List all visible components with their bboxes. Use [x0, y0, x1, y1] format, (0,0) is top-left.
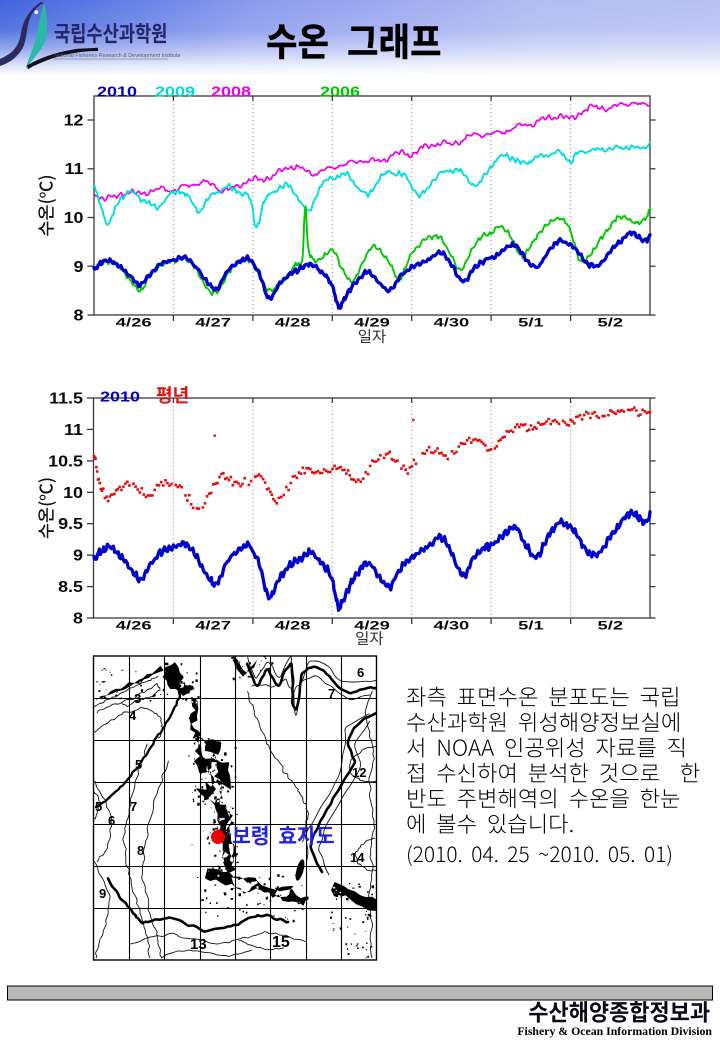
svg-text:4/30: 4/30 — [434, 317, 470, 330]
svg-text:5/1: 5/1 — [518, 317, 544, 330]
svg-text:9: 9 — [73, 546, 83, 564]
svg-text:14: 14 — [350, 850, 365, 865]
svg-text:National Fisheries Research &: National Fisheries Research & Developmen… — [54, 53, 180, 59]
svg-text:Fishery & Ocean Information Di: Fishery & Ocean Information Division — [517, 1024, 712, 1038]
svg-text:5/2: 5/2 — [598, 620, 624, 633]
svg-text:2009: 2009 — [155, 83, 195, 100]
svg-text:4/27: 4/27 — [195, 620, 231, 633]
svg-text:5: 5 — [95, 799, 102, 814]
svg-text:5/2: 5/2 — [598, 317, 624, 330]
svg-text:6: 6 — [357, 665, 364, 680]
svg-text:12: 12 — [352, 765, 366, 780]
svg-text:10: 10 — [63, 484, 83, 502]
svg-text:2010: 2010 — [100, 388, 140, 405]
svg-text:5: 5 — [135, 757, 142, 772]
svg-text:2010: 2010 — [97, 83, 137, 100]
svg-text:8: 8 — [73, 609, 83, 627]
svg-text:8: 8 — [74, 306, 84, 324]
svg-text:2008: 2008 — [211, 83, 251, 100]
svg-text:4/26: 4/26 — [116, 620, 152, 633]
svg-text:11: 11 — [65, 160, 84, 178]
svg-text:8: 8 — [137, 843, 144, 858]
svg-text:7: 7 — [130, 799, 137, 814]
svg-text:12: 12 — [64, 111, 84, 129]
svg-text:4/28: 4/28 — [275, 620, 311, 633]
svg-text:10: 10 — [64, 209, 84, 227]
svg-text:4/27: 4/27 — [195, 317, 231, 330]
svg-text:15: 15 — [272, 934, 290, 951]
svg-text:11: 11 — [64, 421, 83, 439]
svg-text:4/29: 4/29 — [354, 317, 390, 330]
svg-text:4: 4 — [129, 708, 137, 723]
svg-text:2006: 2006 — [320, 83, 360, 100]
svg-text:5/1: 5/1 — [518, 620, 544, 633]
svg-text:3: 3 — [134, 691, 141, 706]
svg-text:10.5: 10.5 — [48, 452, 83, 470]
svg-text:7: 7 — [328, 686, 335, 701]
svg-text:6: 6 — [108, 813, 115, 828]
svg-text:8.5: 8.5 — [58, 578, 83, 596]
svg-text:13: 13 — [190, 936, 207, 953]
svg-text:4/28: 4/28 — [275, 317, 311, 330]
svg-text:11.5: 11.5 — [49, 389, 83, 407]
svg-text:4/29: 4/29 — [354, 620, 390, 633]
svg-text:9.5: 9.5 — [58, 515, 83, 533]
svg-text:4/26: 4/26 — [116, 317, 152, 330]
svg-text:4/30: 4/30 — [434, 620, 470, 633]
svg-text:9: 9 — [74, 258, 84, 276]
svg-text:9: 9 — [99, 886, 106, 901]
